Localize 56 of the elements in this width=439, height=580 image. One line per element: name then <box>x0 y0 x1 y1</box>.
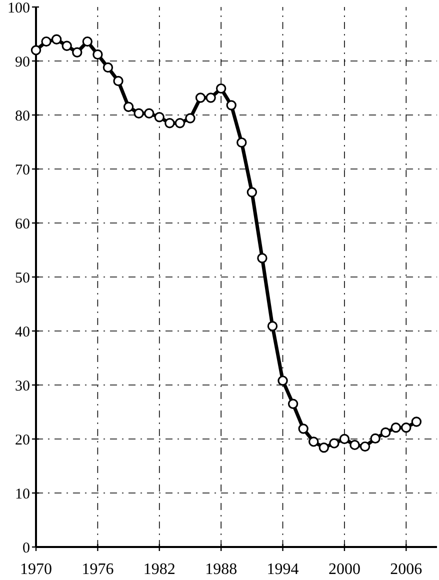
y-tick-label: 10 <box>15 486 30 502</box>
y-tick-label: 80 <box>15 108 30 124</box>
point <box>62 40 72 51</box>
point <box>401 422 412 433</box>
point <box>278 376 288 386</box>
point <box>195 92 206 103</box>
x-tick-label: 2006 <box>390 561 422 578</box>
point <box>154 112 164 122</box>
y-tick-label: 50 <box>15 270 30 286</box>
x-tick-label: 1988 <box>205 561 238 578</box>
point <box>390 422 401 433</box>
y-tick-label: 60 <box>15 216 30 232</box>
point <box>339 434 350 444</box>
point <box>134 108 144 118</box>
point <box>113 76 124 86</box>
point <box>41 36 52 47</box>
point <box>246 187 258 198</box>
point <box>257 253 268 264</box>
point <box>174 118 186 128</box>
x-tick-label: 1982 <box>143 561 176 578</box>
point <box>380 427 391 438</box>
point <box>30 45 42 56</box>
point <box>72 47 82 58</box>
point <box>185 113 196 124</box>
x-tick-label: 1994 <box>266 561 299 578</box>
point <box>308 436 319 447</box>
y-tick-label: 20 <box>15 432 30 448</box>
y-tick-label: 40 <box>15 324 30 340</box>
point <box>236 137 247 148</box>
y-tick-label: 90 <box>15 54 30 70</box>
point <box>288 398 298 409</box>
x-tick-label: 1970 <box>20 561 52 578</box>
point <box>350 440 360 450</box>
point <box>318 442 329 453</box>
point <box>102 62 114 73</box>
point <box>329 438 340 448</box>
point <box>206 92 216 103</box>
point <box>298 424 308 434</box>
point <box>92 49 103 60</box>
x-tick-label: 2000 <box>328 561 360 578</box>
y-tick-label: 100 <box>8 0 30 16</box>
point <box>360 441 370 452</box>
point <box>411 416 422 427</box>
point <box>370 433 380 444</box>
y-tick-label: 70 <box>15 162 30 178</box>
point <box>267 321 278 332</box>
point <box>164 118 175 128</box>
point <box>51 34 62 44</box>
point <box>82 36 93 47</box>
point <box>144 108 154 118</box>
x-tick-label: 1976 <box>82 561 114 578</box>
y-tick-label: 0 <box>22 540 30 556</box>
point <box>226 100 236 110</box>
point <box>123 102 134 112</box>
y-tick-label: 30 <box>15 378 30 394</box>
point <box>216 83 226 94</box>
